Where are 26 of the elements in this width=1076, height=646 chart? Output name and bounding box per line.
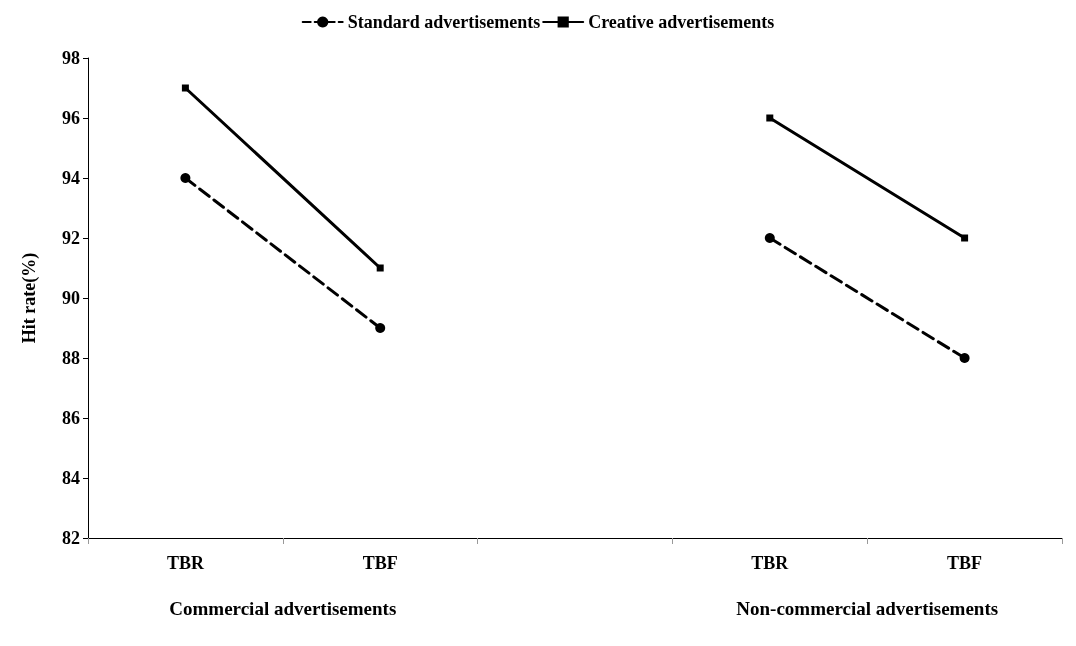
y-tick-label: 86 [62,408,80,428]
text: Non-commercial advertisements [736,597,999,619]
y-axis-title: Hit rate(%) [19,252,40,344]
x-tick-label: TBR [166,553,205,573]
y-tick-label: 94 [62,168,80,188]
x-tick-label: TBF [947,553,983,573]
point [376,264,384,272]
text: Commercial advertisements [169,597,397,619]
point [181,84,189,92]
y-tick-label: 96 [62,108,80,128]
x-tick-label: TBR [751,553,790,573]
legend-label: Standard advertisements [347,12,541,32]
x-tick-label: TBF [362,553,398,573]
y-tick-label: 92 [62,228,80,248]
point [764,233,775,243]
y-tick-label: 98 [62,48,80,68]
y-tick-label: 90 [62,288,80,308]
point [959,353,970,363]
point [961,234,969,242]
y-tick-label: 82 [62,528,80,548]
legend-label: Creative advertisements [588,12,775,32]
point [180,173,191,183]
y-tick-label: 84 [62,468,80,488]
point [766,114,774,122]
point [375,323,386,333]
y-tick-label: 88 [62,348,80,368]
